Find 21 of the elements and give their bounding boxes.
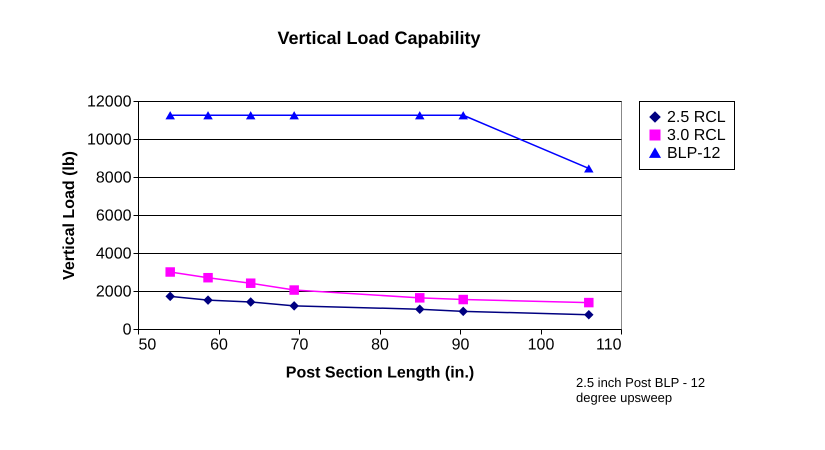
y-tick-label: 2000 — [96, 284, 132, 300]
y-tick-label: 4000 — [96, 246, 132, 262]
chart-title: Vertical Load Capability — [277, 28, 481, 48]
y-tick-label: 6000 — [96, 208, 132, 224]
x-tick-label: 70 — [290, 336, 308, 354]
x-tick-label: 100 — [528, 336, 554, 354]
legend-label: 2.5 RCL — [667, 109, 726, 126]
y-tick-label: 10000 — [87, 132, 132, 148]
x-tick-label: 90 — [452, 336, 470, 354]
y-tick-label: 8000 — [96, 170, 132, 186]
x-tick-label: 110 — [596, 336, 622, 354]
text: 2.5 inch Post BLP - 12 degree upsweep — [576, 375, 706, 405]
legend-label: BLP-12 — [667, 145, 720, 162]
x-tick-label: 50 — [138, 336, 156, 354]
x-axis-title: Post Section Length (in.) — [286, 364, 474, 382]
y-axis-title: Vertical Load (lb) — [61, 151, 78, 280]
y-tick-label: 0 — [122, 322, 132, 338]
x-tick-label: 80 — [371, 336, 389, 354]
x-tick-label: 60 — [210, 336, 228, 354]
y-tick-label: 12000 — [87, 94, 132, 110]
legend-label: 3.0 RCL — [667, 127, 726, 144]
